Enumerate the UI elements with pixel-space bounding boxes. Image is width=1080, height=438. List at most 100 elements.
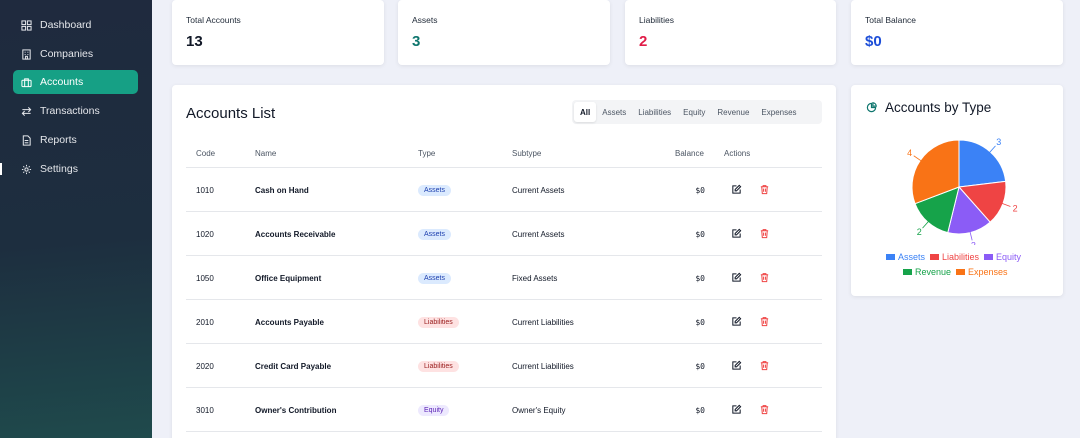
accounts-list-card: Accounts List All Assets Liabilities Equ… (172, 85, 836, 438)
account-balance: $0 (695, 361, 705, 371)
gear-icon (21, 164, 32, 174)
legend-item-expenses[interactable]: Expenses (956, 267, 1008, 277)
briefcase-icon (21, 77, 32, 87)
account-code: 2020 (196, 361, 214, 371)
accounts-by-type-card: Accounts by Type 3 2 2 2 4 Assets Liabilitie… (851, 85, 1063, 296)
column-header-name[interactable]: Name (255, 149, 277, 158)
swap-icon (21, 106, 32, 116)
account-name: Owner's Contribution (255, 405, 337, 415)
pie-leader-line (913, 155, 923, 162)
filter-tabs: All Assets Liabilities Equity Revenue Ex… (572, 100, 822, 124)
stat-card-total-accounts: Total Accounts 13 (172, 0, 384, 65)
legend-item-assets[interactable]: Assets (886, 252, 925, 262)
table-row[interactable]: 3010 Owner's Contribution Equity Owner's… (186, 387, 822, 431)
trash-icon[interactable] (759, 184, 770, 195)
table-row[interactable]: 1010 Cash on Hand Assets Current Assets … (186, 167, 822, 211)
table-row-divider (186, 431, 822, 438)
type-badge: Assets (418, 228, 452, 240)
edit-icon[interactable] (731, 404, 742, 415)
trash-icon[interactable] (759, 228, 770, 239)
table-row[interactable]: 1050 Office Equipment Assets Fixed Asset… (186, 255, 822, 299)
edit-icon[interactable] (731, 272, 742, 283)
nav-marker (0, 163, 2, 175)
edit-icon[interactable] (731, 316, 742, 327)
column-header-code[interactable]: Code (196, 149, 216, 158)
page-title: Accounts List (186, 105, 276, 122)
tab-equity[interactable]: Equity (683, 107, 706, 117)
account-code: 1050 (196, 273, 214, 283)
legend-label: Assets (898, 252, 926, 262)
legend-label: Liabilities (942, 252, 980, 262)
stat-value: $0 (865, 33, 882, 50)
chart-title: Accounts by Type (885, 100, 992, 115)
tab-expenses[interactable]: Expenses (761, 107, 797, 117)
trash-icon[interactable] (759, 316, 770, 327)
account-name: Office Equipment (255, 273, 322, 283)
column-header-balance[interactable]: Balance (675, 149, 704, 158)
sidebar-item-transactions[interactable]: Transactions (13, 99, 138, 123)
trash-icon[interactable] (759, 272, 770, 283)
stat-label: Assets (412, 15, 438, 25)
account-balance: $0 (695, 273, 705, 283)
stat-label: Total Accounts (186, 15, 241, 25)
stat-value: 13 (186, 33, 203, 50)
table-row[interactable]: 2020 Credit Card Payable Liabilities Cur… (186, 343, 822, 387)
sidebar-item-dashboard[interactable]: Dashboard (13, 13, 138, 37)
legend-swatch (956, 269, 965, 275)
stat-card-assets: Assets 3 (398, 0, 610, 65)
sidebar-item-reports[interactable]: Reports (13, 128, 138, 152)
tab-assets[interactable]: Assets (602, 107, 627, 117)
table-row[interactable]: 2010 Accounts Payable Liabilities Curren… (186, 299, 822, 343)
building-icon (22, 48, 31, 60)
pie-chart-icon (866, 102, 877, 113)
stat-label: Liabilities (639, 15, 674, 25)
account-code: 1020 (196, 229, 214, 239)
edit-icon[interactable] (731, 360, 742, 371)
legend-swatch (903, 269, 912, 275)
column-header-subtype[interactable]: Subtype (512, 149, 542, 158)
tab-revenue[interactable]: Revenue (717, 107, 750, 117)
trash-icon[interactable] (759, 404, 770, 415)
tab-all[interactable]: All (574, 102, 597, 122)
pie-value-label: 2 (1013, 203, 1018, 213)
account-subtype: Current Liabilities (512, 317, 574, 327)
pie-value-label: 3 (996, 137, 1001, 147)
account-name: Credit Card Payable (255, 361, 332, 371)
account-balance: $0 (695, 317, 705, 327)
sidebar-item-label: Transactions (40, 105, 100, 117)
account-balance: $0 (695, 229, 705, 239)
sidebar-item-settings[interactable]: Settings (13, 157, 138, 181)
legend-swatch (886, 254, 895, 260)
legend-item-liabilities[interactable]: Liabilities (930, 252, 979, 262)
type-badge: Liabilities (418, 360, 459, 372)
edit-icon[interactable] (731, 184, 742, 195)
legend-swatch (930, 254, 939, 260)
sidebar: Dashboard Companies Accounts Transaction… (0, 0, 152, 438)
pie-chart: 3 2 2 2 4 (907, 137, 1018, 245)
type-badge: Assets (418, 184, 452, 196)
stat-card-liabilities: Liabilities 2 (625, 0, 836, 65)
sidebar-item-label: Accounts (40, 76, 84, 88)
account-balance: $0 (695, 405, 705, 415)
grid-icon (21, 19, 32, 31)
tab-liabilities[interactable]: Liabilities (638, 107, 672, 117)
legend-item-equity[interactable]: Equity (984, 252, 1021, 262)
document-icon (22, 134, 31, 146)
column-header-actions: Actions (724, 149, 751, 158)
sidebar-item-companies[interactable]: Companies (13, 42, 138, 66)
legend-item-revenue[interactable]: Revenue (903, 267, 951, 277)
account-subtype: Current Assets (512, 229, 565, 239)
stat-value: 2 (639, 33, 648, 50)
edit-icon[interactable] (731, 228, 742, 239)
account-balance: $0 (695, 185, 705, 195)
column-header-type[interactable]: Type (418, 149, 436, 158)
sidebar-item-accounts[interactable]: Accounts (13, 70, 138, 94)
pie-value-label: 4 (907, 148, 912, 158)
account-subtype: Fixed Assets (512, 273, 558, 283)
trash-icon[interactable] (759, 360, 770, 371)
table-row[interactable]: 1020 Accounts Receivable Assets Current … (186, 211, 822, 255)
legend-label: Equity (996, 252, 1022, 262)
legend-label: Revenue (915, 267, 952, 277)
stat-value: 3 (412, 33, 421, 50)
sidebar-item-label: Dashboard (40, 19, 92, 31)
